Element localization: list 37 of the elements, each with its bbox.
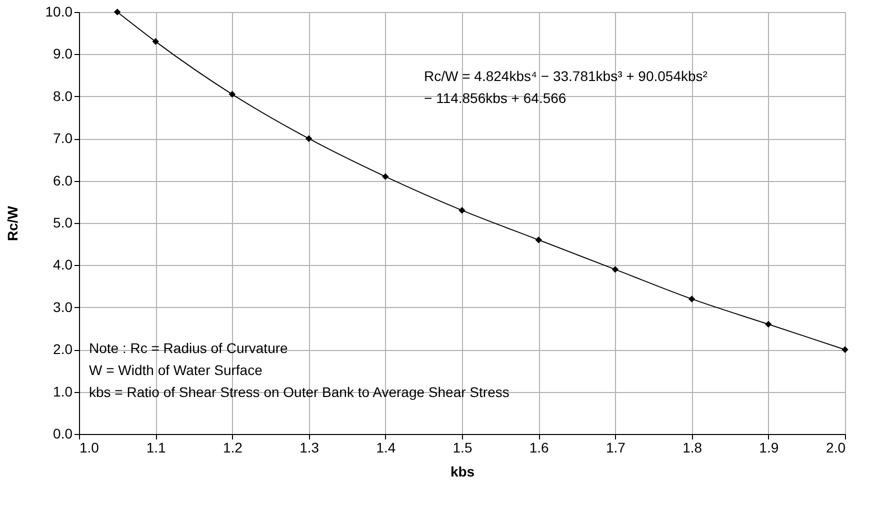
y-tick-label: 8.0: [53, 88, 73, 104]
point: [382, 173, 389, 180]
y-tick-label: 5.0: [53, 214, 73, 230]
x-tick-label: 1.1: [146, 440, 166, 456]
point: [765, 320, 772, 328]
x-tick-label: 1.3: [300, 440, 320, 456]
y-tick-label: 7.0: [53, 130, 73, 146]
x-tick-label: 1.7: [606, 440, 626, 456]
point: [228, 90, 236, 98]
annotation: Note : Rc = Radius of Curvature W = Width of Water Surface kbs = Ratio of Shear Stress on Outer Bank to Average Shear Stress: [89, 340, 510, 400]
x-tick-label: 1.2: [222, 440, 243, 456]
y-tick-label: 3.0: [53, 298, 73, 315]
x-tick-label: 1.4: [376, 440, 396, 456]
y-tick-label: 10.0: [45, 4, 73, 20]
point: [305, 135, 312, 142]
point: [612, 266, 619, 273]
y-tick-label: 0.0: [53, 426, 73, 442]
x-tick-label: 1.0: [80, 440, 100, 456]
point: [114, 8, 121, 16]
point: [152, 38, 159, 45]
y-tick-label: 4.0: [53, 256, 73, 273]
point: [535, 236, 542, 244]
x-axis-title: kbs: [450, 464, 475, 480]
x-tick-label: 1.8: [682, 440, 702, 456]
point: [842, 346, 848, 353]
x-tick-label: 1.9: [759, 440, 779, 456]
x-tick-label: 1.6: [529, 440, 550, 456]
annotation: Rc/W = 4.824kbs⁴ − 33.781kbs³ + 90.054kbs² − 114.856kbs + 64.566: [424, 68, 708, 106]
y-tick-label: 1.0: [53, 383, 73, 400]
point: [688, 296, 696, 302]
point: [458, 206, 466, 214]
y-tick-label: 6.0: [53, 172, 73, 188]
y-tick-label: 9.0: [53, 46, 73, 62]
x-tick-label: 1.5: [452, 440, 472, 456]
y-tick-label: 2.0: [53, 341, 73, 358]
x-tick-label: 2.0: [826, 440, 846, 456]
y-axis-title: Rc/W: [4, 205, 20, 241]
